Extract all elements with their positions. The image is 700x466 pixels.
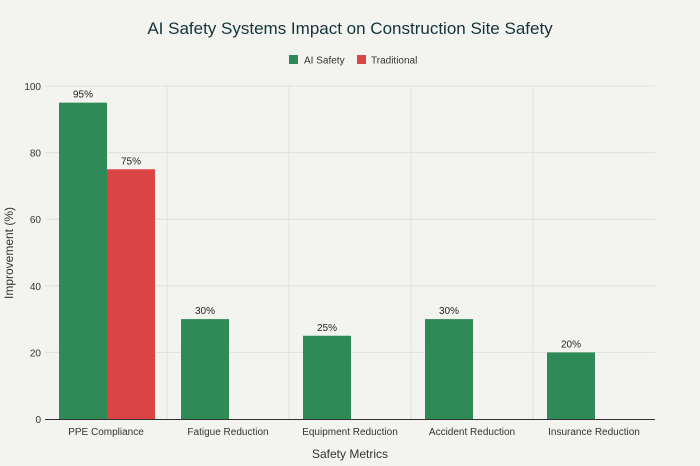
bar-value-label: 95%	[73, 90, 93, 101]
x-axis-ticks: PPE Compliance Fatigue Reduction Equipment…	[68, 427, 640, 438]
bar-value-label: 20%	[561, 339, 581, 350]
x-tick-label: Equipment Reduction	[302, 427, 398, 438]
chart-title: AI Safety Systems Impact on Construction…	[147, 19, 553, 38]
bar-value-label: 25%	[317, 323, 337, 334]
bar-ai-safety	[59, 102, 107, 420]
legend: AI Safety Traditional	[289, 55, 417, 67]
bar-ai-safety	[425, 319, 473, 419]
legend-label-ai-safety: AI Safety	[304, 56, 345, 67]
y-axis-title: Improvement (%)	[2, 207, 16, 299]
y-tick-label: 80	[30, 149, 42, 160]
legend-label-traditional: Traditional	[371, 56, 417, 67]
y-axis-ticks: 0 20 40 60 80 100	[24, 82, 41, 426]
x-tick-label: Insurance Reduction	[548, 427, 640, 438]
bar-ai-safety	[181, 319, 229, 419]
y-tick-label: 60	[30, 215, 42, 226]
x-axis-title: Safety Metrics	[312, 447, 388, 461]
bar-value-label: 30%	[439, 306, 459, 317]
bar-ai-safety	[547, 352, 595, 419]
x-tick-label: PPE Compliance	[68, 427, 144, 438]
y-tick-label: 40	[30, 282, 42, 293]
legend-swatch-ai-safety	[289, 55, 298, 64]
x-tick-label: Accident Reduction	[429, 427, 515, 438]
bar-ai-safety	[303, 335, 351, 419]
x-tick-label: Fatigue Reduction	[187, 427, 268, 438]
y-tick-label: 20	[30, 348, 42, 359]
bars	[59, 102, 595, 420]
y-tick-label: 100	[24, 82, 41, 93]
bar-value-label: 75%	[121, 156, 141, 167]
legend-swatch-traditional	[357, 55, 366, 64]
bar-traditional	[107, 169, 155, 419]
bar-labels: 95% 75% 30% 25% 30% 20%	[73, 90, 581, 351]
bar-value-label: 30%	[195, 306, 215, 317]
y-tick-label: 0	[35, 415, 41, 426]
